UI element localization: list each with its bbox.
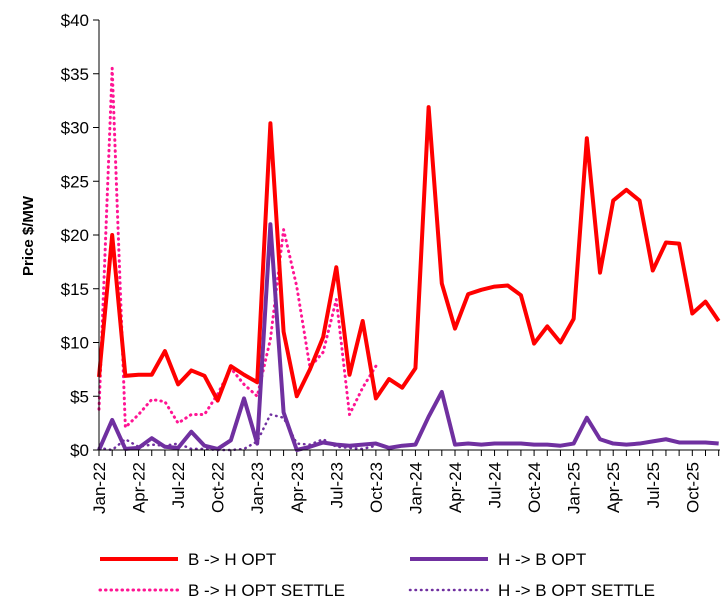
- y-tick-label: $30: [61, 119, 89, 138]
- series-layer: [97, 66, 721, 452]
- series-line-b-h-opt: [97, 105, 721, 403]
- legend-label: H -> B OPT: [498, 550, 586, 569]
- y-tick-label: $20: [61, 226, 89, 245]
- x-tick-label: Apr-25: [604, 462, 623, 513]
- x-tick-label: Oct-22: [209, 462, 228, 513]
- x-tick-label: Apr-24: [446, 462, 465, 513]
- series-line-b-h-opt-settle: [97, 66, 378, 429]
- y-tick-label: $5: [70, 387, 89, 406]
- legend-label: H -> B OPT SETTLE: [498, 581, 655, 600]
- x-tick-label: Oct-25: [683, 462, 702, 513]
- y-tick-label: $35: [61, 65, 89, 84]
- y-tick-label: $15: [61, 280, 89, 299]
- x-axis: Jan-22 Apr-22 Jul-22 Oct-22 Jan-23 Apr-23 Jul-…: [90, 450, 720, 514]
- x-tick-label: Oct-23: [367, 462, 386, 513]
- x-tick-label: Jan-24: [406, 462, 425, 514]
- y-tick-label: $10: [61, 334, 89, 353]
- x-tick-label: Jul-24: [486, 462, 505, 508]
- y-axis-label: Price $/MW: [20, 195, 37, 276]
- legend: B -> H OPT H -> B OPT B -> H OPT SETTLE H -…: [98, 550, 655, 600]
- x-tick-label: Jan-23: [248, 462, 267, 514]
- y-tick-label: $40: [61, 11, 89, 30]
- series-line-h-b-opt: [97, 222, 719, 452]
- y-axis: $0 $5 $10 $15 $20 $25 $30 $35 $40: [61, 11, 99, 460]
- legend-label: B -> H OPT: [188, 550, 276, 569]
- x-tick-label: Jul-23: [327, 462, 346, 508]
- x-tick-label: Jan-25: [565, 462, 584, 514]
- x-tick-label: Oct-24: [525, 462, 544, 513]
- y-tick-label: $0: [70, 441, 89, 460]
- x-tick-label: Jul-25: [644, 462, 663, 508]
- x-tick-label: Jan-22: [90, 462, 109, 514]
- x-tick-label: Apr-23: [288, 462, 307, 513]
- legend-label: B -> H OPT SETTLE: [188, 581, 345, 600]
- y-tick-label: $25: [61, 172, 89, 191]
- axis-lines: [98, 20, 720, 451]
- x-tick-label: Jul-22: [169, 462, 188, 508]
- x-tick-label: Apr-22: [130, 462, 149, 513]
